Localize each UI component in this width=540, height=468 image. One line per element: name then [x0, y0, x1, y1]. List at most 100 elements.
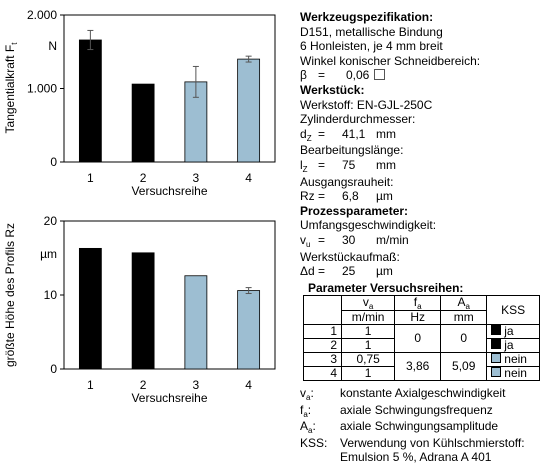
diameter-label: Zylinderdurchmesser:	[300, 112, 416, 127]
legend-row-aa: Aa: axiale Schwingungsamplitude	[300, 419, 499, 436]
legend-text: konstante Axialgeschwindigkeit	[340, 386, 506, 400]
x-tick-label: 2	[140, 171, 147, 185]
table-header-row: va fa Aa KSS	[302, 295, 540, 325]
beta-row: β = 0,06	[300, 68, 540, 83]
legend-text: Emulsion 5 %, Adrana A 401	[340, 450, 492, 465]
rz-unit: µm	[376, 189, 393, 204]
fa-unit: Hz	[394, 310, 442, 325]
legend-text: Verwendung von Kühlschmierstoff:	[340, 435, 525, 450]
legend-text: axiale Schwingungsamplitude	[340, 419, 499, 434]
workpiece-title: Werkstück:	[300, 82, 365, 97]
y-axis-label: größte Höhe des Profils Rz	[3, 223, 17, 367]
legend-row-kss: KSS: Verwendung von Kühlschmierstoff:	[300, 435, 525, 450]
tangential-force-chart: 0 1.000 2.000 N 1 2 3 4 Versuchsreihe Tangentialk…	[3, 8, 276, 198]
speed-row: vu = 30 m/min	[300, 233, 540, 250]
vu-sub: u	[306, 239, 311, 249]
parameter-table-title: Parameter Versuchsreihen:	[308, 281, 464, 295]
x-tick-label: 4	[245, 171, 252, 185]
x-tick-label: 3	[193, 378, 200, 392]
row-id: 1	[302, 324, 343, 339]
y-tick-label: 0	[50, 155, 57, 169]
table-row: 4 1 nein	[302, 366, 540, 381]
table-unit-row: m/min Hz mm	[304, 310, 540, 325]
aa-cell-12: 0	[440, 324, 488, 353]
y-unit-label: µm	[40, 247, 57, 261]
bar	[78, 39, 102, 163]
length-row: lZ = 75 mm	[300, 158, 540, 175]
kss-swatch-icon	[491, 353, 502, 363]
speed-label: Umfangsgeschwindigkeit:	[300, 218, 437, 233]
x-tick-label: 4	[245, 378, 252, 392]
dz-unit: mm	[376, 126, 396, 141]
fa-cell-34: 3,86	[394, 352, 442, 381]
lz-value: 75	[342, 157, 356, 172]
specification-panel: Werkzeugspezifikation: D151, metallische…	[300, 10, 540, 279]
row-id: 2	[302, 338, 343, 353]
dz-symbol: d	[300, 126, 307, 141]
va-cell: 1	[341, 324, 396, 339]
table-row: 2 1 ja	[302, 338, 540, 353]
tool-spec-title: Werkzeugspezifikation:	[300, 10, 434, 24]
legend-text: axiale Schwingungsfrequenz	[340, 402, 493, 417]
allowance-row: Δd = 25 µm	[300, 264, 540, 279]
x-axis-label: Versuchsreihe	[131, 184, 207, 198]
kss-cell: nein	[486, 366, 540, 381]
charts-area: 0 1.000 2.000 N 1 2 3 4 Versuchsreihe Tangentialk…	[3, 8, 276, 405]
table-corner-cell	[302, 295, 343, 325]
vu-equals: =	[318, 232, 326, 247]
table-row: 3 0,75 3,86 5,09 nein	[302, 352, 540, 381]
y-tick-label: 20	[44, 214, 58, 228]
x-tick-label: 3	[193, 171, 200, 185]
dd-equals: =	[318, 264, 326, 279]
y-tick-label: 10	[44, 288, 58, 302]
va-cell: 1	[341, 338, 396, 353]
bar	[78, 247, 102, 370]
kss-swatch-icon	[491, 325, 502, 335]
y-unit-label: N	[48, 39, 57, 53]
vu-value: 30	[342, 232, 356, 247]
tool-spec-line1: D151, metallische Bindung	[300, 24, 443, 39]
kss-swatch-icon	[491, 367, 502, 377]
lz-unit: mm	[376, 157, 396, 172]
y-tick-label: 0	[50, 362, 57, 376]
kss-cell: nein	[486, 352, 540, 367]
dd-unit: µm	[376, 264, 393, 279]
symbol-legend: va: konstante Axialgeschwindigkeit fa: axi…	[300, 386, 525, 465]
x-tick-label: 1	[87, 378, 94, 392]
legend-row-va: va: konstante Axialgeschwindigkeit	[300, 386, 506, 402]
row-id: 3	[302, 352, 343, 367]
process-title: Prozessparameter:	[300, 203, 409, 218]
dd-symbol: Δd	[300, 264, 315, 279]
aa-cell-34: 5,09	[440, 352, 488, 381]
beta-symbol: β	[300, 68, 307, 83]
rz-symbol: Rz	[300, 189, 315, 204]
x-axis-label: Versuchsreihe	[131, 391, 207, 405]
dz-equals: =	[318, 126, 326, 141]
lz-equals: =	[318, 157, 326, 172]
y-axis-label: Tangentialkraft Ft	[3, 42, 19, 134]
x-tick-label: 2	[140, 378, 147, 392]
va-cell: 0,75	[341, 352, 396, 367]
degree-box-icon	[373, 69, 385, 81]
lz-sub: Z	[302, 164, 308, 174]
roughness-label: Ausgangsrauheit:	[300, 174, 394, 189]
vu-unit: m/min	[376, 232, 409, 247]
length-label: Bearbeitungslänge:	[300, 143, 404, 158]
aa-unit: mm	[440, 310, 488, 325]
kss-swatch-icon	[491, 339, 502, 349]
rz-equals: =	[318, 189, 326, 204]
bar	[131, 83, 155, 163]
legend-row-fa: fa: axiale Schwingungsfrequenz	[300, 402, 493, 419]
table-row: 1 1 0 0 ja	[302, 324, 540, 353]
bar	[131, 252, 155, 370]
kss-header: KSS	[486, 295, 540, 325]
vu-symbol: v	[300, 232, 306, 247]
y-tick-label: 1.000	[27, 82, 57, 96]
material-line: Werkstoff: EN-GJL-250C	[300, 97, 433, 112]
bar	[184, 275, 208, 370]
fa-cell-12: 0	[394, 324, 442, 353]
legend-row-kss2: Emulsion 5 %, Adrana A 401	[300, 450, 525, 465]
parameter-table: va fa Aa KSS m/min Hz mm 1 1 0 0 ja 2 1 …	[302, 295, 540, 381]
dz-value: 41,1	[342, 126, 366, 141]
y-tick-label: 2.000	[27, 8, 57, 22]
